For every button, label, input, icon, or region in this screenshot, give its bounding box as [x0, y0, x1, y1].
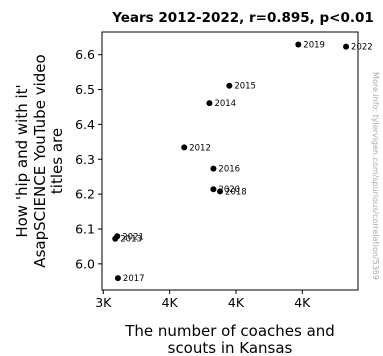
- data-point-2017: [114, 275, 121, 282]
- data-points: 2012 2013 2014 2015 2016 2017 2018 2019 2020 2021…: [112, 41, 373, 284]
- x-tick-label: 4K: [162, 295, 179, 310]
- y-tick-label: 6.0: [75, 256, 95, 271]
- y-tick-label: 6.1: [75, 221, 95, 236]
- y-tick-label: 6.4: [75, 117, 95, 132]
- data-point-2012: [181, 144, 188, 151]
- data-point-label-2015: 2015: [234, 82, 256, 92]
- data-point-2016: [210, 165, 217, 172]
- y-tick-label: 6.2: [75, 187, 95, 202]
- data-point-label-2012: 2012: [189, 143, 211, 153]
- x-axis-label: The number of coaches and scouts in Kans…: [124, 322, 335, 356]
- x-axis-label-line-1: The number of coaches and: [124, 322, 335, 340]
- x-tick-label: 4K: [294, 295, 311, 310]
- data-point-label-2017: 2017: [123, 274, 145, 284]
- data-point-2022: [343, 43, 350, 50]
- data-point-label-2013: 2013: [120, 235, 142, 245]
- y-axis-label-line-3: titles are: [48, 128, 66, 194]
- x-tick-label: 3K: [95, 295, 112, 310]
- data-point-label-2016: 2016: [218, 165, 240, 175]
- data-point-2019: [295, 41, 302, 48]
- y-axis-label: How 'hip and with it' AsapSCIENCE YouTub…: [13, 54, 66, 267]
- data-point-label-2022: 2022: [351, 43, 373, 53]
- y-axis: 6.0 6.1 6.2 6.3 6.4 6.5 6.6: [75, 47, 102, 271]
- data-point-label-2019: 2019: [303, 41, 325, 51]
- plot-area: [101, 31, 359, 291]
- data-point-label-2021: 2021: [122, 232, 144, 242]
- data-point-label-2018: 2018: [225, 187, 247, 197]
- watermark-text: More info: tylervigen.com/spurious/corre…: [371, 72, 380, 280]
- data-point-2014: [206, 100, 213, 107]
- y-axis-label-line-1: How 'hip and with it': [13, 84, 31, 237]
- y-tick-label: 6.5: [75, 82, 95, 97]
- x-axis-label-line-2: scouts in Kansas: [168, 339, 293, 356]
- data-point-2021: [114, 233, 121, 240]
- data-point-2015: [226, 82, 233, 89]
- y-tick-label: 6.6: [75, 47, 95, 62]
- data-point-label-2020: 2020: [218, 185, 240, 195]
- x-tick-label: 4K: [228, 295, 245, 310]
- x-axis: 3K 4K 4K 4K: [95, 290, 311, 310]
- y-axis-label-line-2: AsapSCIENCE YouTube video: [31, 54, 49, 267]
- data-point-2020: [210, 186, 217, 193]
- y-tick-label: 6.3: [75, 152, 95, 167]
- data-point-label-2014: 2014: [214, 99, 236, 109]
- data-point-2018: [217, 188, 224, 195]
- chart-title: Years 2012-2022, r=0.895, p<0.01: [111, 10, 374, 26]
